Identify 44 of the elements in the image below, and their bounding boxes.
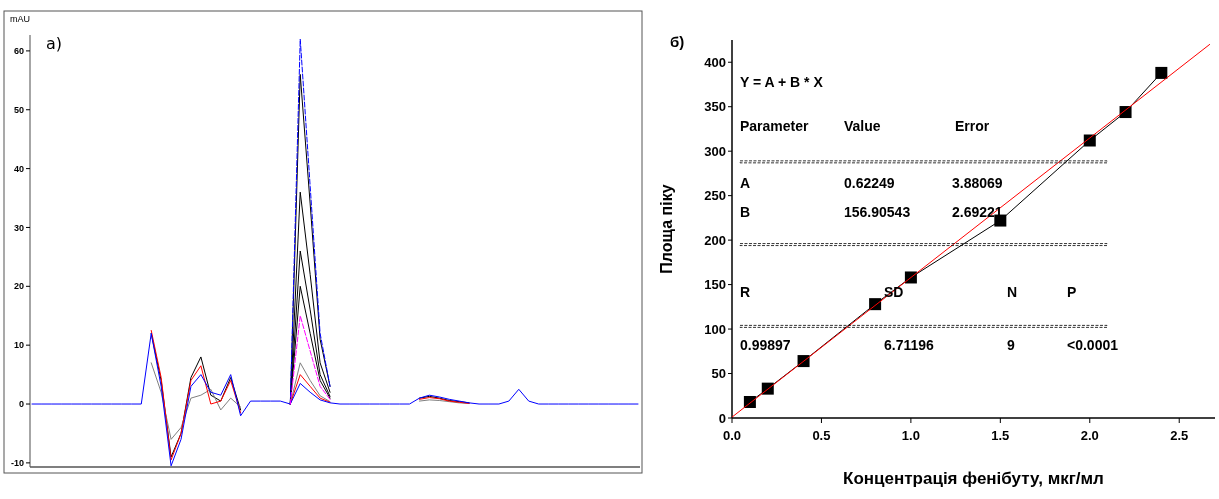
y-tick-label: 0 — [18, 399, 24, 410]
annotation: A — [740, 175, 751, 192]
y-tick-label: 50 — [13, 104, 24, 115]
annotation: 6.71196 — [884, 336, 935, 353]
annotation: Value — [844, 118, 881, 135]
y-tick-label: 40 — [13, 163, 24, 174]
y-axis-title: mAU — [10, 14, 30, 24]
chart-title: а) — [46, 34, 63, 53]
x-tick-label: 0.0 — [722, 428, 742, 443]
annotation: 0.99897 — [740, 336, 791, 353]
y-axis-title: Площа піку — [658, 184, 675, 274]
y-tick-label: 30 — [13, 222, 24, 233]
y-tick-label: 0 — [718, 410, 726, 426]
annotation: Error — [955, 118, 990, 135]
y-tick-label: 300 — [704, 143, 726, 159]
x-tick-label: 2.0 — [1080, 428, 1099, 443]
chart-title: б) — [670, 33, 685, 50]
y-tick-label: 150 — [704, 277, 726, 293]
x-tick-label: 2.5 — [1170, 428, 1189, 443]
y-tick-label: -10 — [10, 458, 24, 469]
x-tick-label: 0.5 — [812, 428, 831, 443]
y-tick-label: 100 — [704, 321, 726, 337]
annotation: 9 — [1007, 336, 1015, 353]
y-tick-label: 350 — [704, 99, 726, 115]
annotation: Y = A + B * X — [740, 73, 824, 90]
annotation: R — [740, 283, 751, 300]
x-tick-label: 1.5 — [991, 428, 1010, 443]
y-tick-label: 60 — [13, 46, 24, 57]
x-tick-label: 1.0 — [901, 428, 920, 443]
y-tick-label: 250 — [704, 188, 726, 204]
y-tick-label: 10 — [13, 340, 24, 351]
annotation: <0.0001 — [1067, 336, 1119, 353]
annotation: B — [740, 203, 751, 220]
annotation: N — [1007, 283, 1018, 300]
annotation: P — [1067, 283, 1077, 300]
y-tick-label: 50 — [711, 366, 726, 382]
annotation: 3.88069 — [952, 175, 1003, 192]
y-tick-label: 200 — [704, 232, 726, 248]
y-tick-label: 400 — [704, 54, 726, 70]
annotation: 156.90543 — [844, 203, 911, 220]
annotation: Parameter — [740, 118, 810, 135]
y-tick-label: 20 — [13, 281, 24, 292]
x-axis-title: Концентрація фенібуту, мкг/мл — [843, 469, 1104, 488]
annotation: 0.62249 — [844, 175, 895, 192]
